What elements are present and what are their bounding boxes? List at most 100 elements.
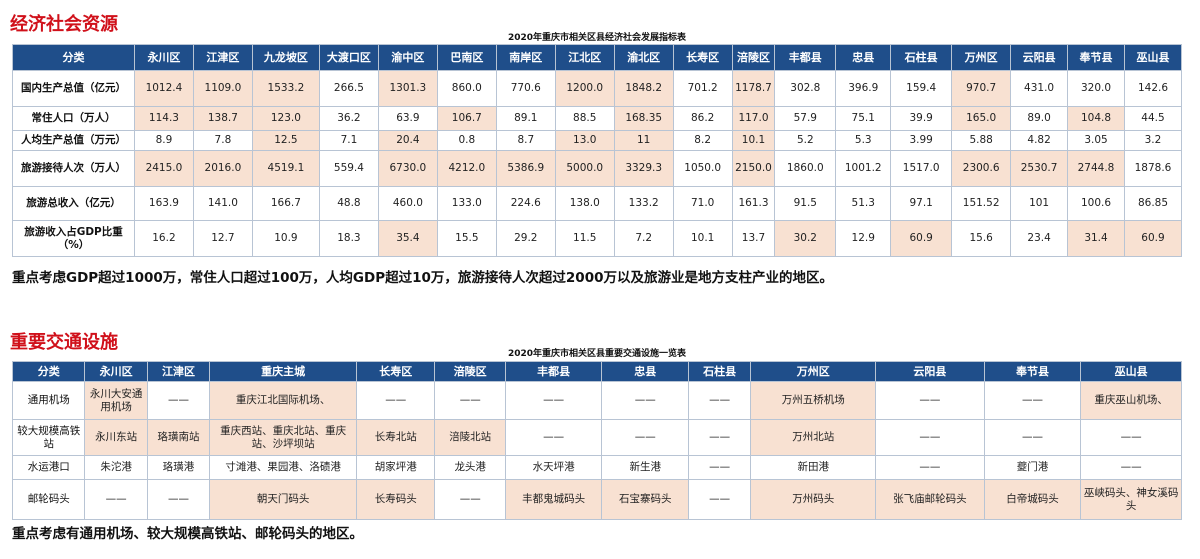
table-cell: 4.82	[1010, 130, 1069, 151]
table-cell: 长寿码头	[356, 479, 436, 520]
table-cell: 57.9	[774, 106, 837, 131]
table-cell: ——	[504, 381, 603, 420]
table-cell: 431.0	[1010, 70, 1069, 107]
column-header: 分类	[11, 361, 86, 382]
table-cell: ——	[875, 381, 985, 420]
table-cell: 涪陵北站	[434, 419, 506, 456]
table-cell: 29.2	[495, 220, 556, 257]
table-cell: 63.9	[377, 106, 438, 131]
table-cell: 龙头港	[434, 455, 506, 480]
table-cell: 珞璜南站	[146, 419, 211, 456]
column-header: 重庆主城	[209, 361, 358, 382]
table-cell: ——	[687, 479, 752, 520]
table-cell: 860.0	[436, 70, 497, 107]
table-cell: 7.8	[192, 130, 253, 151]
column-header: 涪陵区	[731, 44, 776, 71]
column-header: 江北区	[554, 44, 615, 71]
column-header: 云阳县	[1010, 44, 1069, 71]
table-cell: 7.1	[318, 130, 379, 151]
column-header: 万州区	[951, 44, 1012, 71]
table-cell: 161.3	[731, 186, 776, 221]
table-cell: 5386.9	[495, 150, 556, 187]
section2-note: 重点考虑有通用机场、较大规模高铁站、邮轮码头的地区。	[12, 526, 363, 542]
column-header: 渝北区	[613, 44, 674, 71]
table-cell: 2744.8	[1067, 150, 1125, 187]
table-cell: ——	[687, 455, 752, 480]
table-row: 较大规模高铁站 永川东站 珞璜南站 重庆西站、重庆北站、重庆站、沙坪坝站 长寿北站 涪陵北…	[11, 419, 1182, 456]
column-header: 石柱县	[890, 44, 953, 71]
table-cell: ——	[687, 419, 752, 456]
table-cell: 320.0	[1067, 70, 1125, 107]
table-cell: 60.9	[1123, 220, 1183, 257]
table-cell: 张飞庙邮轮码头	[875, 479, 985, 520]
row-label: 人均生产总值（万元）	[12, 130, 135, 151]
table-cell: ——	[84, 479, 148, 520]
table-cell: 141.0	[192, 186, 253, 221]
column-header: 巫山县	[1080, 361, 1182, 382]
table-cell: 51.3	[835, 186, 892, 221]
table-cell: 104.8	[1067, 106, 1125, 131]
column-header: 永川区	[133, 44, 194, 71]
table-cell: 23.4	[1010, 220, 1069, 257]
table-cell: ——	[875, 455, 985, 480]
table-cell: 138.0	[554, 186, 615, 221]
table-cell: 13.0	[554, 130, 615, 151]
table-cell: ——	[687, 381, 752, 420]
table-cell: 100.6	[1067, 186, 1125, 221]
table-cell: 168.35	[613, 106, 674, 131]
column-header: 分类	[12, 44, 135, 71]
table2-caption: 2020年重庆市相关区县重要交通设施一览表	[507, 349, 687, 359]
table-cell: 1001.2	[835, 150, 892, 187]
table-cell: 396.9	[835, 70, 892, 107]
row-label: 邮轮码头	[11, 479, 86, 520]
table-cell: 水天坪港	[504, 455, 603, 480]
table-cell: 5.3	[835, 130, 892, 151]
table-cell: 12.7	[192, 220, 253, 257]
table-cell: ——	[1080, 419, 1182, 456]
column-header: 江津区	[192, 44, 253, 71]
table-cell: 巫峡码头、神女溪码头	[1080, 479, 1182, 520]
table-cell: 18.3	[318, 220, 379, 257]
column-header: 忠县	[835, 44, 892, 71]
table-cell: 1012.4	[133, 70, 194, 107]
column-header: 巫山县	[1123, 44, 1183, 71]
table-cell: 701.2	[672, 70, 733, 107]
table-cell: 0.8	[436, 130, 497, 151]
table-cell: 重庆巫山机场、	[1080, 381, 1182, 420]
table-cell: 2300.6	[951, 150, 1012, 187]
table-cell: 88.5	[554, 106, 615, 131]
table-cell: ——	[983, 381, 1082, 420]
table-cell: 1178.7	[731, 70, 776, 107]
table-header-row: 分类 永川区 江津区 九龙坡区 大渡口区 渝中区 巴南区 南岸区 江北区 渝北区 长寿区 涪陵区 丰都县…	[12, 44, 1183, 71]
table-cell: 97.1	[890, 186, 953, 221]
table-cell: 1200.0	[554, 70, 615, 107]
table-header-row: 分类 永川区 江津区 重庆主城 长寿区 涪陵区 丰都县 忠县 石柱县 万州区 云阳县 奉节县 巫山县	[11, 361, 1182, 382]
table-cell: 石宝寨码头	[601, 479, 689, 520]
table-cell: 2016.0	[192, 150, 253, 187]
table-cell: 39.9	[890, 106, 953, 131]
table-cell: 151.52	[951, 186, 1012, 221]
table-cell: 1860.0	[774, 150, 837, 187]
row-label: 通用机场	[11, 381, 86, 420]
table-cell: 75.1	[835, 106, 892, 131]
table-cell: 4519.1	[251, 150, 320, 187]
table-cell: 165.0	[951, 106, 1012, 131]
table-cell: 朝天门码头	[209, 479, 358, 520]
table-cell: 1533.2	[251, 70, 320, 107]
table-cell: 永川东站	[84, 419, 148, 456]
table-cell: 15.5	[436, 220, 497, 257]
table-cell: ——	[434, 479, 506, 520]
column-header: 丰都县	[504, 361, 603, 382]
row-label: 较大规模高铁站	[11, 419, 86, 456]
column-header: 石柱县	[687, 361, 752, 382]
table-cell: 8.9	[133, 130, 194, 151]
table-cell: 3.05	[1067, 130, 1125, 151]
table-cell: 117.0	[731, 106, 776, 131]
table-cell: 44.5	[1123, 106, 1183, 131]
table-cell: 万州码头	[750, 479, 877, 520]
table-cell: 重庆江北国际机场、	[209, 381, 358, 420]
table-row: 旅游收入占GDP比重（%） 16.2 12.7 10.9 18.3 35.4 15.5 29.…	[12, 220, 1183, 257]
table-row: 邮轮码头 —— —— 朝天门码头 长寿码头 —— 丰都鬼城码头 石宝寨码头 —— 万州码头 张飞庙邮…	[11, 479, 1182, 520]
table-cell: 7.2	[613, 220, 674, 257]
column-header: 渝中区	[377, 44, 438, 71]
